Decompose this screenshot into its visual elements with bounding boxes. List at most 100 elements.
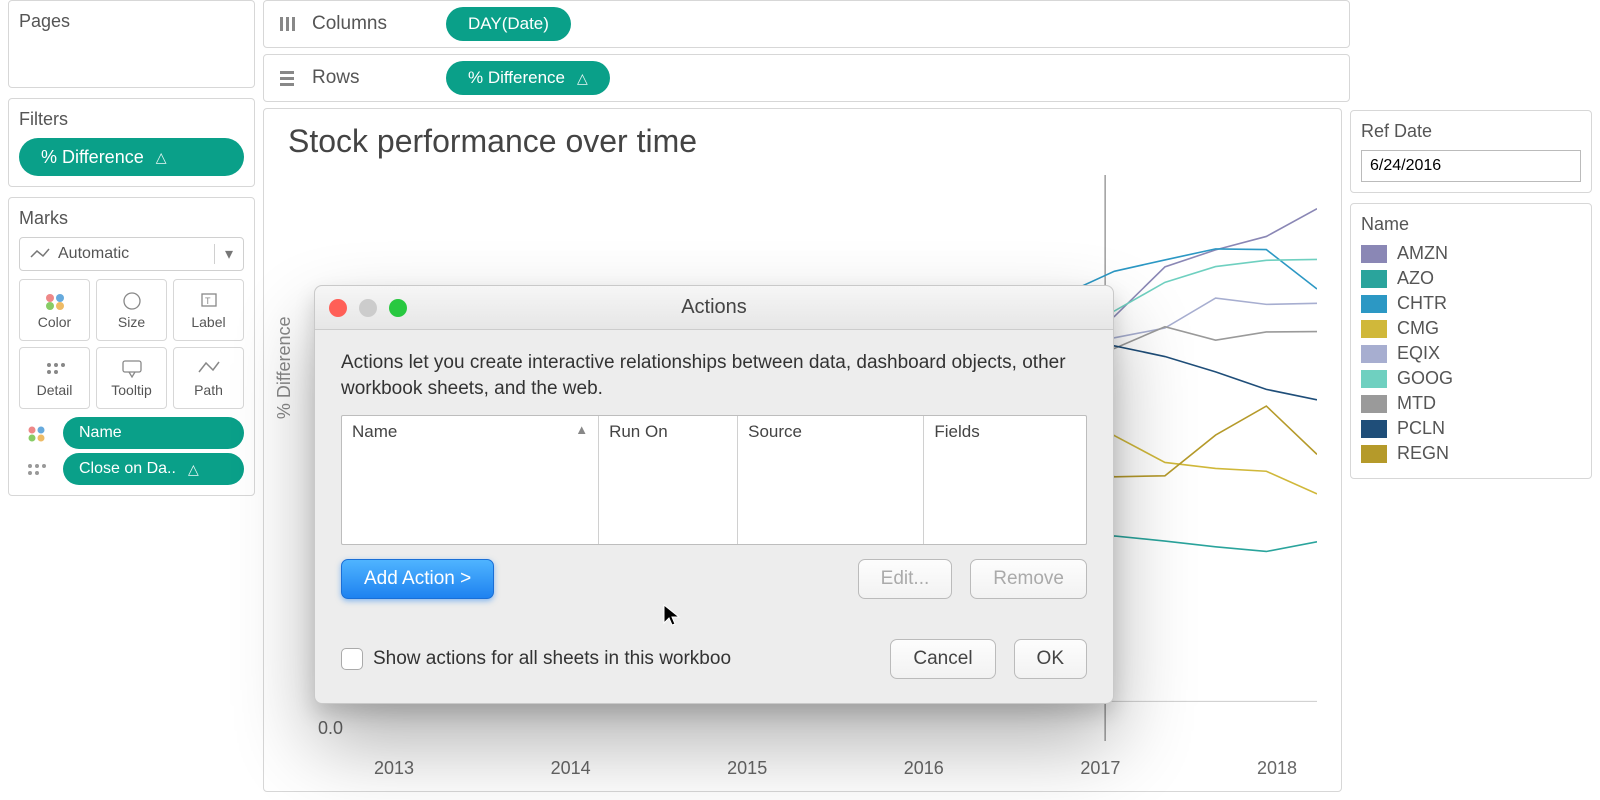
columns-label: Columns: [312, 13, 432, 35]
actions-dialog: Actions Actions let you create interacti…: [314, 285, 1114, 704]
filter-pill-label: % Difference: [41, 147, 144, 168]
path-icon: [196, 358, 222, 378]
y-zero-label: 0.0: [318, 718, 343, 739]
legend-item[interactable]: REGN: [1361, 443, 1581, 464]
rows-pill[interactable]: % Difference △: [446, 61, 610, 95]
minimize-icon[interactable]: [359, 299, 377, 317]
dialog-table[interactable]: Name ▲ Run On Source Fields: [341, 415, 1087, 545]
y-axis-label: % Difference: [274, 316, 295, 419]
legend-swatch: [1361, 295, 1387, 313]
x-tick: 2015: [707, 758, 787, 779]
legend-item[interactable]: AZO: [1361, 268, 1581, 289]
remove-button[interactable]: Remove: [970, 559, 1087, 599]
pages-label: Pages: [19, 11, 244, 32]
label-icon: T: [196, 290, 222, 310]
x-tick: 2017: [1060, 758, 1140, 779]
sort-asc-icon: ▲: [575, 422, 588, 437]
legend-item[interactable]: MTD: [1361, 393, 1581, 414]
legend-label: CHTR: [1397, 293, 1447, 314]
marks-label: Marks: [19, 208, 244, 229]
legend-swatch: [1361, 320, 1387, 338]
x-tick: 2013: [354, 758, 434, 779]
mark-color[interactable]: Color: [19, 279, 90, 341]
legend-item[interactable]: AMZN: [1361, 243, 1581, 264]
legend-swatch: [1361, 270, 1387, 288]
legend-item[interactable]: GOOG: [1361, 368, 1581, 389]
marks-panel: Marks Automatic ▾ Color Size T Label: [8, 197, 255, 496]
legend-item[interactable]: CHTR: [1361, 293, 1581, 314]
filters-panel: Filters % Difference △: [8, 98, 255, 187]
dialog-description: Actions let you create interactive relat…: [341, 350, 1087, 401]
mark-label-label: Label: [191, 314, 225, 330]
ref-date-panel: Ref Date: [1350, 110, 1592, 193]
detail-icon: [19, 462, 55, 476]
mark-size[interactable]: Size: [96, 279, 167, 341]
show-all-sheets-checkbox[interactable]: [341, 648, 363, 670]
mark-size-label: Size: [118, 314, 145, 330]
legend-label: AMZN: [1397, 243, 1448, 264]
dialog-titlebar[interactable]: Actions: [315, 286, 1113, 330]
col-source: Source: [748, 422, 802, 442]
legend-item[interactable]: CMG: [1361, 318, 1581, 339]
delta-icon: △: [188, 461, 199, 478]
chart-title: Stock performance over time: [288, 123, 1317, 160]
rows-label: Rows: [312, 67, 432, 89]
pages-panel: Pages: [8, 0, 255, 88]
col-runon: Run On: [609, 422, 668, 442]
legend-label: REGN: [1397, 443, 1449, 464]
legend-label: CMG: [1397, 318, 1439, 339]
detail-icon: [42, 358, 68, 378]
marks-type-label: Automatic: [58, 245, 129, 263]
legend-label: GOOG: [1397, 368, 1453, 389]
add-action-button[interactable]: Add Action >: [341, 559, 494, 599]
edit-button[interactable]: Edit...: [858, 559, 953, 599]
x-ticks: 201320142015201620172018: [354, 758, 1317, 779]
dialog-title: Actions: [681, 296, 747, 319]
delta-icon: △: [156, 149, 167, 166]
ref-date-label: Ref Date: [1361, 121, 1581, 142]
color-icon: [42, 290, 68, 310]
ok-button[interactable]: OK: [1014, 639, 1087, 679]
marks-type-select[interactable]: Automatic ▾: [19, 237, 244, 271]
ref-date-input[interactable]: [1361, 150, 1581, 182]
legend-title: Name: [1361, 214, 1581, 235]
cancel-button[interactable]: Cancel: [890, 639, 995, 679]
mark-detail-label: Detail: [37, 382, 73, 398]
zoom-icon[interactable]: [389, 299, 407, 317]
chart-panel: Stock performance over time % Difference…: [263, 108, 1342, 792]
filters-label: Filters: [19, 109, 244, 130]
legend-label: PCLN: [1397, 418, 1445, 439]
col-name: Name: [352, 422, 397, 442]
mark-pill-name[interactable]: Name: [63, 417, 244, 449]
filter-pill[interactable]: % Difference △: [19, 138, 244, 176]
legend-item[interactable]: PCLN: [1361, 418, 1581, 439]
legend-panel: Name AMZN AZO CHTR CMG EQIX GOOG MTD PCLN REGN: [1350, 203, 1592, 479]
chevron-down-icon: ▾: [214, 244, 233, 264]
mark-label[interactable]: T Label: [173, 279, 244, 341]
legend-label: MTD: [1397, 393, 1436, 414]
show-all-sheets-label: Show actions for all sheets in this work…: [373, 648, 731, 670]
delta-icon: △: [577, 70, 588, 87]
mark-path-label: Path: [194, 382, 223, 398]
actions-dialog-wrap: Actions Actions let you create interacti…: [314, 285, 1114, 704]
tooltip-icon: [119, 358, 145, 378]
col-fields: Fields: [934, 422, 979, 442]
mark-tooltip[interactable]: Tooltip: [96, 347, 167, 409]
columns-shelf[interactable]: Columns DAY(Date): [263, 0, 1350, 48]
legend-swatch: [1361, 395, 1387, 413]
mark-path[interactable]: Path: [173, 347, 244, 409]
legend-item[interactable]: EQIX: [1361, 343, 1581, 364]
close-icon[interactable]: [329, 299, 347, 317]
line-icon: [30, 247, 50, 261]
x-tick: 2014: [531, 758, 611, 779]
size-icon: [119, 290, 145, 310]
rows-shelf[interactable]: Rows % Difference △: [263, 54, 1350, 102]
mark-pill-close[interactable]: Close on Da.. △: [63, 453, 244, 485]
legend-swatch: [1361, 245, 1387, 263]
rows-icon: [276, 69, 298, 87]
legend-swatch: [1361, 345, 1387, 363]
legend-label: EQIX: [1397, 343, 1440, 364]
x-tick: 2018: [1237, 758, 1317, 779]
mark-detail[interactable]: Detail: [19, 347, 90, 409]
columns-pill[interactable]: DAY(Date): [446, 7, 571, 41]
